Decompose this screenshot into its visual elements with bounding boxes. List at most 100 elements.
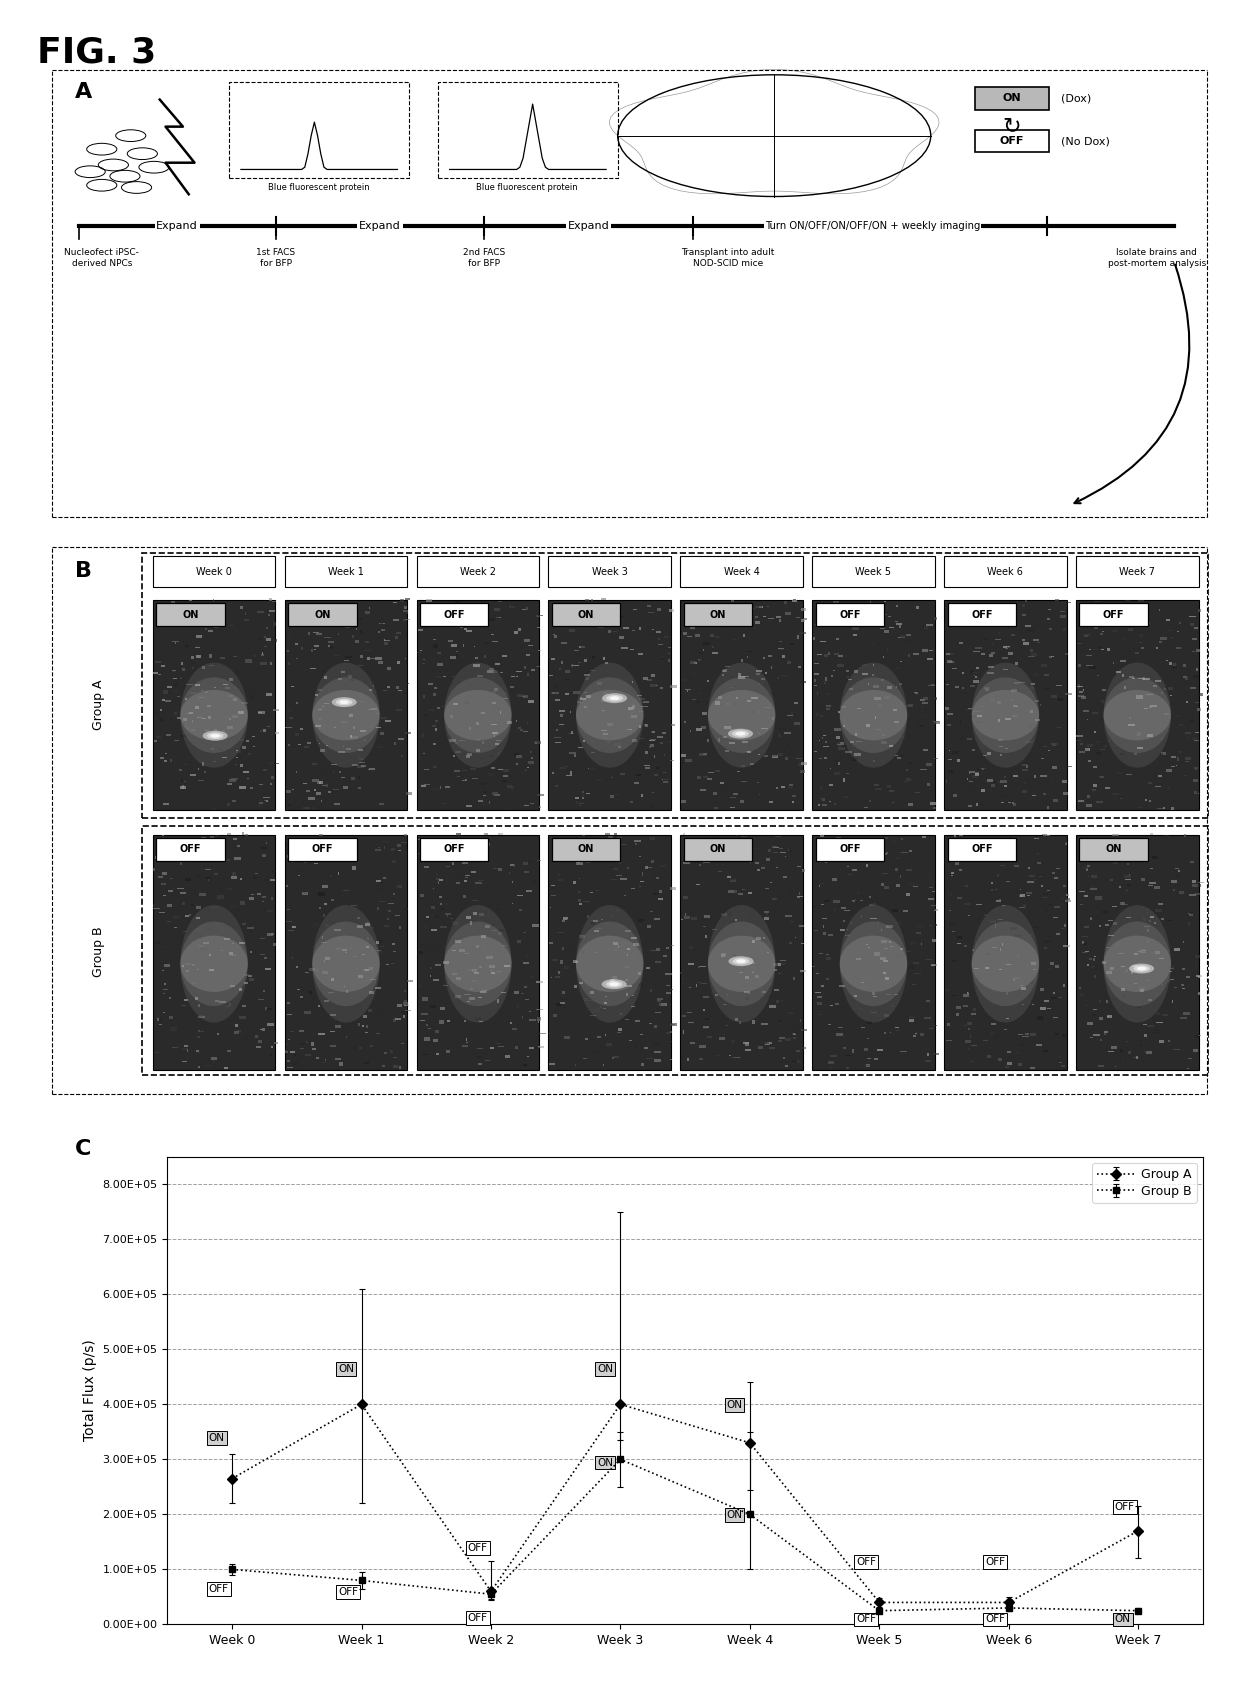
Ellipse shape	[1104, 905, 1171, 1022]
Text: Week 7: Week 7	[1120, 566, 1156, 577]
FancyBboxPatch shape	[222, 730, 226, 733]
FancyBboxPatch shape	[490, 964, 495, 968]
FancyBboxPatch shape	[1050, 696, 1058, 697]
FancyBboxPatch shape	[755, 621, 760, 624]
FancyBboxPatch shape	[769, 1005, 776, 1007]
FancyBboxPatch shape	[693, 769, 698, 771]
FancyBboxPatch shape	[1158, 1039, 1164, 1043]
FancyBboxPatch shape	[537, 794, 544, 796]
FancyBboxPatch shape	[1089, 839, 1092, 842]
FancyBboxPatch shape	[587, 859, 590, 862]
FancyBboxPatch shape	[572, 663, 573, 667]
Ellipse shape	[444, 691, 512, 740]
FancyBboxPatch shape	[1114, 922, 1117, 925]
FancyBboxPatch shape	[232, 799, 236, 803]
FancyBboxPatch shape	[569, 711, 572, 713]
FancyBboxPatch shape	[657, 998, 663, 1000]
FancyBboxPatch shape	[172, 641, 180, 643]
FancyBboxPatch shape	[742, 765, 745, 767]
FancyBboxPatch shape	[1002, 944, 1003, 946]
FancyBboxPatch shape	[1104, 745, 1106, 747]
FancyBboxPatch shape	[425, 735, 430, 737]
FancyBboxPatch shape	[365, 641, 370, 643]
FancyBboxPatch shape	[263, 730, 267, 733]
FancyBboxPatch shape	[549, 942, 553, 944]
FancyBboxPatch shape	[962, 624, 965, 628]
FancyBboxPatch shape	[761, 1024, 768, 1026]
FancyBboxPatch shape	[755, 862, 759, 864]
FancyBboxPatch shape	[852, 1050, 854, 1053]
FancyBboxPatch shape	[407, 612, 408, 614]
FancyBboxPatch shape	[559, 709, 565, 713]
FancyBboxPatch shape	[916, 932, 921, 934]
FancyBboxPatch shape	[552, 772, 553, 774]
FancyBboxPatch shape	[351, 735, 352, 738]
FancyBboxPatch shape	[258, 805, 260, 808]
FancyBboxPatch shape	[335, 1026, 341, 1027]
FancyBboxPatch shape	[392, 859, 397, 862]
FancyBboxPatch shape	[620, 878, 626, 881]
FancyBboxPatch shape	[516, 1046, 518, 1050]
Ellipse shape	[312, 922, 379, 1005]
FancyBboxPatch shape	[1063, 985, 1065, 987]
FancyBboxPatch shape	[740, 801, 744, 803]
FancyBboxPatch shape	[326, 784, 329, 788]
FancyBboxPatch shape	[1033, 859, 1034, 862]
Ellipse shape	[577, 663, 644, 767]
FancyBboxPatch shape	[835, 857, 838, 859]
FancyBboxPatch shape	[591, 922, 595, 925]
FancyBboxPatch shape	[433, 978, 439, 981]
FancyBboxPatch shape	[254, 655, 255, 657]
FancyBboxPatch shape	[605, 1034, 606, 1036]
FancyBboxPatch shape	[627, 997, 630, 998]
FancyBboxPatch shape	[636, 774, 641, 776]
FancyBboxPatch shape	[525, 1044, 526, 1046]
FancyBboxPatch shape	[906, 893, 910, 896]
FancyBboxPatch shape	[574, 985, 577, 988]
FancyBboxPatch shape	[1092, 789, 1096, 791]
FancyBboxPatch shape	[1064, 900, 1071, 902]
FancyBboxPatch shape	[895, 922, 901, 924]
FancyBboxPatch shape	[432, 907, 435, 908]
FancyBboxPatch shape	[1161, 738, 1162, 740]
FancyBboxPatch shape	[324, 793, 325, 796]
FancyBboxPatch shape	[1164, 835, 1169, 837]
FancyBboxPatch shape	[718, 626, 724, 628]
FancyBboxPatch shape	[801, 607, 806, 611]
FancyBboxPatch shape	[497, 932, 501, 936]
FancyBboxPatch shape	[801, 1029, 807, 1031]
FancyBboxPatch shape	[470, 762, 475, 764]
FancyBboxPatch shape	[684, 721, 686, 723]
Text: Week 1: Week 1	[329, 566, 363, 577]
FancyBboxPatch shape	[197, 675, 200, 679]
FancyBboxPatch shape	[1052, 997, 1056, 998]
Ellipse shape	[610, 696, 620, 701]
FancyBboxPatch shape	[242, 747, 247, 748]
FancyBboxPatch shape	[847, 932, 851, 934]
FancyBboxPatch shape	[1147, 941, 1148, 942]
FancyBboxPatch shape	[976, 675, 977, 679]
FancyBboxPatch shape	[728, 913, 732, 915]
FancyBboxPatch shape	[1087, 1022, 1094, 1026]
FancyBboxPatch shape	[622, 626, 629, 629]
FancyBboxPatch shape	[464, 879, 467, 881]
FancyBboxPatch shape	[987, 752, 991, 755]
FancyBboxPatch shape	[759, 731, 760, 733]
FancyBboxPatch shape	[343, 786, 348, 789]
FancyBboxPatch shape	[1128, 723, 1135, 726]
FancyBboxPatch shape	[398, 738, 404, 740]
Ellipse shape	[444, 663, 512, 767]
FancyBboxPatch shape	[417, 556, 539, 587]
FancyBboxPatch shape	[779, 728, 785, 730]
FancyBboxPatch shape	[1029, 711, 1033, 713]
FancyBboxPatch shape	[852, 900, 856, 902]
FancyBboxPatch shape	[532, 924, 539, 927]
FancyBboxPatch shape	[926, 762, 931, 765]
FancyBboxPatch shape	[433, 743, 435, 745]
FancyBboxPatch shape	[823, 682, 826, 684]
FancyBboxPatch shape	[1089, 958, 1092, 961]
FancyBboxPatch shape	[779, 1038, 785, 1039]
FancyBboxPatch shape	[170, 1027, 177, 1031]
FancyBboxPatch shape	[947, 662, 955, 663]
FancyBboxPatch shape	[603, 692, 608, 694]
